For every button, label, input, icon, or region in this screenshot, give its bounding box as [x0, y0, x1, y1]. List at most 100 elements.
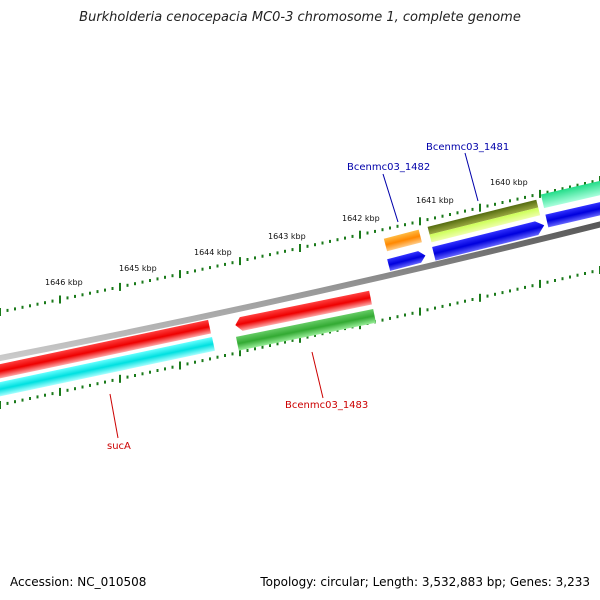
- outer-ring-minor-tick: [434, 216, 436, 220]
- inner-ring-minor-tick: [389, 316, 391, 320]
- inner-ring-minor-tick: [306, 335, 309, 339]
- outer-ring-minor-tick: [126, 283, 129, 287]
- outer-ring-minor-tick: [306, 244, 309, 248]
- outer-ring-minor-tick: [321, 241, 324, 245]
- outer-ring-minor-tick: [374, 229, 376, 233]
- inner-ring-minor-tick: [104, 380, 106, 384]
- outer-ring-minor-tick: [209, 266, 211, 270]
- outer-ring-minor-tick: [464, 209, 466, 213]
- inner-ring-major-tick: [239, 348, 241, 357]
- inner-ring-minor-tick: [569, 275, 571, 279]
- outer-ring-minor-tick: [449, 213, 451, 216]
- inner-ring-minor-tick: [111, 378, 114, 382]
- outer-ring-minor-tick: [584, 182, 586, 185]
- outer-ring-minor-tick: [486, 204, 489, 208]
- inner-ring-minor-tick: [269, 344, 271, 347]
- outer-ring-minor-tick: [314, 243, 316, 247]
- outer-ring-minor-tick: [224, 262, 226, 266]
- outer-ring-minor-tick: [216, 264, 219, 268]
- gene-green-segment[interactable]: [235, 308, 376, 351]
- inner-ring-major-tick: [0, 401, 1, 409]
- outer-ring-minor-tick: [51, 299, 54, 303]
- tick-label-1641: 1641 kbp: [416, 196, 454, 205]
- inner-ring-minor-tick: [291, 338, 294, 342]
- outer-ring-minor-tick: [194, 269, 196, 273]
- leader-line-1481: [464, 152, 479, 202]
- gene-label-bcenmc03-1481[interactable]: Bcenmc03_1481: [426, 142, 509, 153]
- inner-ring-minor-tick: [464, 299, 466, 303]
- genome-summary-text: Topology: circular; Length: 3,532,883 bp…: [260, 575, 590, 589]
- outer-ring-minor-tick: [66, 296, 69, 300]
- outer-ring-minor-tick: [261, 254, 264, 258]
- inner-ring-minor-tick: [66, 388, 69, 392]
- inner-ring-minor-tick: [509, 289, 511, 293]
- outer-ring-minor-tick: [569, 185, 571, 189]
- outer-ring-minor-tick: [134, 282, 136, 286]
- outer-ring-minor-tick: [554, 189, 556, 192]
- outer-ring-minor-tick: [531, 194, 534, 198]
- outer-ring-minor-tick: [366, 231, 369, 235]
- outer-ring-minor-tick: [509, 199, 511, 203]
- outer-ring-minor-tick: [494, 202, 496, 206]
- outer-ring-minor-tick: [96, 290, 99, 294]
- leader-line-1483: [311, 351, 324, 399]
- chromosome-backbone: [0, 221, 600, 362]
- outer-ring-minor-tick: [516, 197, 519, 201]
- outer-ring-minor-tick: [171, 274, 174, 278]
- outer-ring-minor-tick: [111, 287, 114, 290]
- inner-ring-minor-tick: [456, 301, 459, 305]
- inner-ring-minor-tick: [96, 382, 99, 386]
- gene-bcenmc03-1481-olive[interactable]: [427, 199, 541, 243]
- gene-blue-right-segment[interactable]: [545, 199, 600, 228]
- outer-ring-minor-tick: [501, 201, 504, 204]
- gene-sucA-red[interactable]: [0, 319, 212, 380]
- outer-ring-major-tick: [119, 282, 121, 291]
- outer-ring-major-tick: [359, 230, 361, 239]
- scale-tick-labels: 1646 kbp 1645 kbp 1644 kbp 1643 kbp 1642…: [45, 178, 528, 287]
- inner-ring-major-tick: [539, 279, 541, 288]
- outer-ring-minor-tick: [546, 190, 549, 194]
- inner-ring-major-tick: [299, 334, 301, 343]
- gene-bcenmc03-1482-orange[interactable]: [383, 229, 422, 252]
- inner-ring-minor-tick: [531, 284, 534, 288]
- inner-ring-minor-tick: [6, 401, 9, 405]
- outer-ring-major-tick: [479, 203, 481, 212]
- outer-ring-minor-tick: [164, 275, 166, 279]
- gene-cyan-segment[interactable]: [0, 337, 215, 398]
- inner-ring-minor-tick: [186, 362, 189, 366]
- map-title: Burkholderia cenocepacia MC0-3 chromosom…: [79, 10, 521, 25]
- gene-blue-large-arrow[interactable]: [432, 219, 546, 261]
- outer-ring-minor-tick: [149, 279, 151, 282]
- outer-ring-minor-tick: [404, 223, 406, 227]
- gene-blue-small-arrow[interactable]: [387, 250, 427, 271]
- outer-ring-minor-tick: [44, 301, 46, 305]
- inner-ring-minor-tick: [194, 360, 196, 364]
- inner-ring-minor-tick: [164, 367, 166, 371]
- inner-ring-minor-tick: [36, 395, 39, 399]
- outer-ring-minor-tick: [254, 256, 256, 260]
- gene-label-sucA[interactable]: sucA: [107, 441, 131, 452]
- gene-label-bcenmc03-1482[interactable]: Bcenmc03_1482: [347, 162, 430, 173]
- tick-label-1643: 1643 kbp: [268, 232, 306, 241]
- inner-ring-minor-tick: [524, 285, 526, 289]
- inner-ring-minor-tick: [261, 345, 264, 349]
- outer-ring-minor-tick: [21, 305, 24, 309]
- gene-teal-segment[interactable]: [540, 178, 600, 209]
- tick-label-1646: 1646 kbp: [45, 278, 83, 287]
- gene-label-bcenmc03-1483[interactable]: Bcenmc03_1483: [285, 400, 368, 411]
- inner-ring-minor-tick: [546, 280, 549, 284]
- inner-ring-major-tick: [179, 361, 181, 370]
- inner-ring-minor-tick: [561, 277, 564, 281]
- outer-ring-minor-tick: [74, 294, 76, 298]
- tick-label-1645: 1645 kbp: [119, 264, 157, 273]
- gene-bcenmc03-1483-red[interactable]: [234, 290, 372, 332]
- inner-ring-minor-tick: [411, 311, 414, 315]
- outer-ring-major-tick: [419, 217, 421, 226]
- inner-ring-minor-tick: [516, 287, 519, 291]
- inner-ring-minor-tick: [231, 352, 234, 356]
- outer-ring-minor-tick: [36, 302, 39, 306]
- inner-ring-minor-tick: [584, 272, 586, 275]
- outer-ring-minor-tick: [441, 214, 444, 218]
- inner-ring-minor-tick: [14, 400, 16, 404]
- inner-ring-minor-tick: [426, 308, 429, 312]
